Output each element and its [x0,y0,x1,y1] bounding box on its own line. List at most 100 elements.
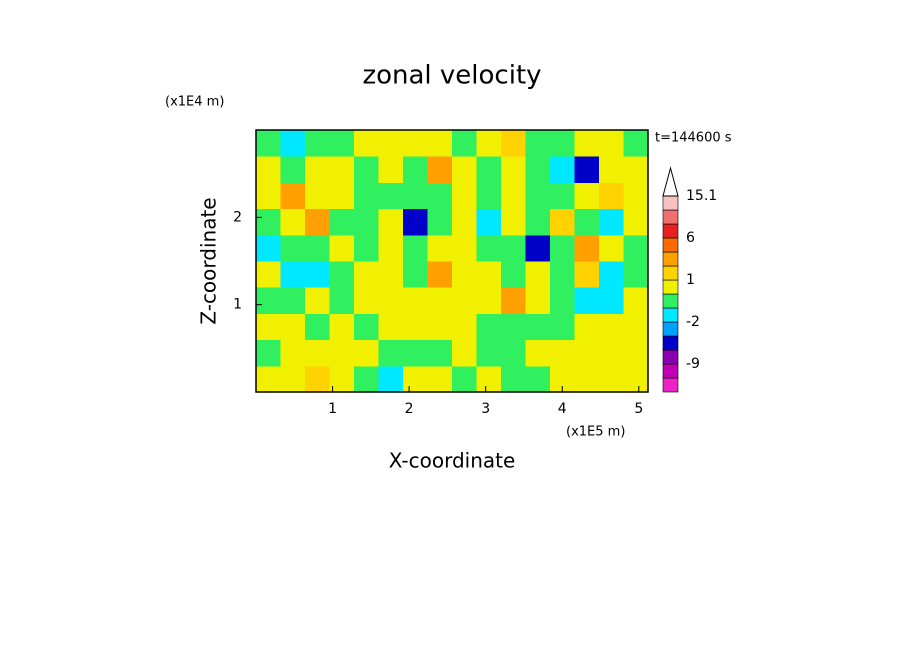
field-cell [525,365,551,393]
field-cell [427,208,453,236]
field-cell [378,261,404,288]
field-cell [623,365,649,393]
field-cell [476,130,502,157]
field-cell [354,130,379,157]
field-cell [599,365,624,393]
field-cell [403,261,428,288]
field-cell [354,365,379,393]
field-cell [623,156,649,183]
field-cell [427,339,453,367]
field-cell [623,130,649,157]
field-cell [329,287,355,314]
field-cell [280,287,306,314]
field-cell [427,313,453,341]
field-cell [574,156,600,183]
field-cell [305,339,330,367]
field-cell [623,182,649,210]
field-cell [354,182,379,210]
field-cell [256,261,281,288]
colorbar-tick-label: 1 [686,272,695,288]
colorbar-segment [662,363,679,379]
field-cell [550,234,575,262]
field-cell [501,208,526,236]
field-cell [550,287,575,314]
field-cell [256,130,281,157]
field-cell [623,287,649,314]
contour-field [256,130,649,393]
field-cell [452,156,477,183]
field-cell [305,287,330,314]
field-cell [256,287,281,314]
colorbar-arrow [662,166,679,197]
field-cell [574,130,600,157]
field-cell [354,313,379,341]
field-cell [378,156,404,183]
field-cell [452,182,477,210]
colorbar-segment [662,279,679,295]
field-cell [501,182,526,210]
field-cell [378,339,404,367]
field-cell [452,208,477,236]
colorbar-tick-label: 6 [686,230,695,246]
field-cell [403,313,428,341]
y-tick-label: 2 [233,209,242,225]
field-cell [256,234,281,262]
field-cell [354,287,379,314]
field-cell [354,261,379,288]
field-cell [525,156,551,183]
field-cell [280,313,306,341]
field-cell [599,156,624,183]
field-cell [329,261,355,288]
field-cell [476,208,502,236]
field-cell [403,365,428,393]
field-cell [452,339,477,367]
colorbar-segment [662,335,679,351]
x-tick-label: 2 [405,401,414,417]
field-cell [476,234,502,262]
field-cell [476,287,502,314]
field-cell [599,313,624,341]
field-cell [452,365,477,393]
field-cell [305,130,330,157]
field-cell [574,287,600,314]
field-cell [378,130,404,157]
x-unit: (x1E5 m) [566,425,625,440]
field-cell [525,208,551,236]
field-cell [452,234,477,262]
field-cell [403,156,428,183]
field-cell [525,261,551,288]
field-cell [550,156,575,183]
field-cell [574,234,600,262]
field-cell [574,261,600,288]
colorbar-segment [662,195,679,211]
colorbar-segment [662,307,679,323]
field-cell [305,365,330,393]
y-unit: (x1E4 m) [165,95,224,110]
y-axis-title: Z-coordinate [197,197,221,324]
field-cell [501,287,526,314]
field-cell [623,234,649,262]
field-cell [403,234,428,262]
field-cell [574,339,600,367]
field-cell [452,313,477,341]
field-cell [329,182,355,210]
x-axis-title: X-coordinate [389,449,516,473]
field-cell [623,339,649,367]
field-cell [378,365,404,393]
field-cell [354,156,379,183]
field-cell [599,339,624,367]
field-cell [550,339,575,367]
field-cell [599,234,624,262]
field-cell [329,339,355,367]
colorbar-segment [662,293,679,309]
colorbar-segment [662,321,679,337]
field-cell [623,261,649,288]
field-cell [378,313,404,341]
field-cell [550,130,575,157]
field-cell [501,261,526,288]
field-cell [305,313,330,341]
field-cell [427,156,453,183]
colorbar-segment [662,237,679,253]
field-cell [305,261,330,288]
